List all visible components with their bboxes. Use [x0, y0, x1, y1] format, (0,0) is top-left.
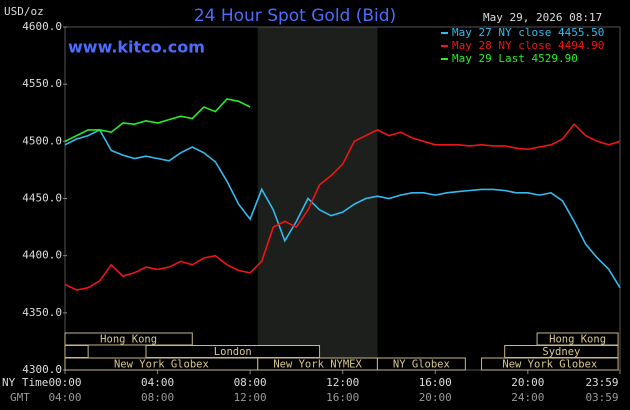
x-tick-label: 20:00 [511, 376, 544, 389]
series-line [64, 123, 621, 291]
y-tick-label: 4550.0 [22, 77, 62, 90]
legend-label: May 27 NY close 4455.50 [452, 26, 604, 39]
session-label: Hong Kong [100, 334, 157, 346]
x-tick-label: 16:00 [419, 376, 452, 389]
session-label: Sydney [542, 346, 580, 358]
session-box [64, 332, 193, 346]
session-label: New York Globex [114, 359, 209, 371]
x-row-label: GMT [10, 391, 30, 404]
x-tick-label-gmt: 16:00 [326, 391, 359, 404]
x-tick-label-gmt: 03:59 [585, 391, 618, 404]
x-tick-label: 08:00 [234, 376, 267, 389]
y-tick-label: 4500.0 [22, 134, 62, 147]
x-tick-label: 04:00 [141, 376, 174, 389]
series-line [64, 128, 621, 289]
session-label: New York Globex [502, 359, 597, 371]
y-tick-label: 4450.0 [22, 192, 62, 205]
x-tick-label: 00:00 [48, 376, 81, 389]
x-tick-label-gmt: 08:00 [141, 391, 174, 404]
legend-label: May 29 Last 4529.90 [452, 52, 578, 65]
x-tick-label-gmt: 20:00 [419, 391, 452, 404]
session-box [481, 357, 619, 371]
x-tick-label: 12:00 [326, 376, 359, 389]
x-tick-label-gmt: 04:00 [48, 391, 81, 404]
x-tick-label: 23:59 [585, 376, 618, 389]
y-tick-label: 4300.0 [22, 363, 62, 376]
session-band [257, 27, 378, 370]
session-box [64, 345, 89, 358]
y-tick-label: 4400.0 [22, 249, 62, 262]
y-tick-label: 4350.0 [22, 306, 62, 319]
session-label: London [214, 346, 252, 358]
session-label: NY Globex [393, 359, 450, 371]
x-tick-label-gmt: 12:00 [234, 391, 267, 404]
legend-label: May 28 NY close 4494.90 [452, 39, 604, 52]
session-label: Hong Kong [549, 334, 606, 346]
series-line [64, 98, 251, 143]
x-row-label: NY Time [2, 376, 48, 389]
y-tick-label: 4600.0 [22, 20, 62, 33]
y-axis-label: USD/oz [4, 5, 44, 18]
x-tick-label-gmt: 24:00 [511, 391, 544, 404]
session-label: New York NYMEX [273, 359, 362, 371]
chart-title: 24 Hour Spot Gold (Bid) [194, 6, 396, 26]
session-box [376, 357, 466, 371]
timestamp: May 29, 2026 08:17 [483, 11, 602, 24]
watermark: www.kitco.com [68, 38, 205, 57]
